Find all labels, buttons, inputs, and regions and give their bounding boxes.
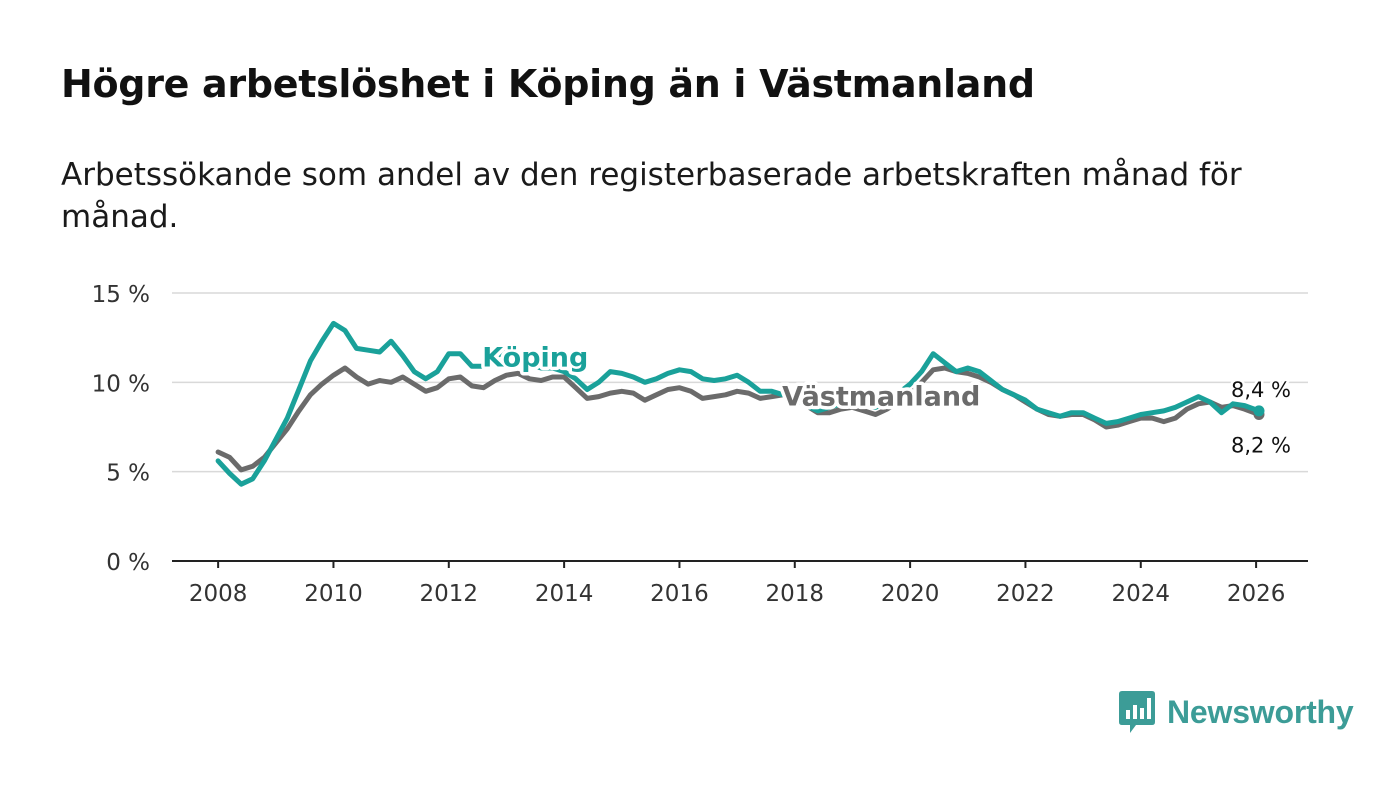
x-tick-label: 2016	[650, 581, 709, 607]
y-axis-ticks: 0 % 5 % 10 % 15 %	[92, 282, 150, 576]
x-tick-label: 2026	[1227, 581, 1286, 607]
x-tick-label: 2024	[1111, 581, 1170, 607]
x-tick-label: 2012	[420, 581, 479, 607]
x-axis-ticks: 2008 2010 2012 2014 2016 2018 2020 2022 2024 2026	[189, 561, 1286, 607]
chart-subtitle: Arbetssökande som andel av den registerb…	[61, 157, 1242, 235]
end-value-label-vastmanland: 8,2 %	[1231, 433, 1291, 457]
series-labels: Västmanland 8,2 % Köping 8,4 %	[479, 339, 1294, 460]
x-tick-label: 2022	[996, 581, 1055, 607]
x-tick-label: 2018	[766, 581, 825, 607]
gridlines	[172, 292, 1308, 562]
end-point-koping	[1253, 405, 1265, 417]
y-tick-label: 15 %	[92, 282, 150, 308]
series-label-koping: Köping	[482, 342, 588, 373]
chart-title: Högre arbetslöshet i Köping än i Västman…	[61, 62, 1035, 106]
series-line-koping	[215, 320, 1262, 487]
y-tick-label: 0 %	[106, 550, 150, 576]
brand-logo: Newsworthy	[1117, 690, 1354, 734]
y-tick-label: 5 %	[106, 461, 150, 487]
brand-name: Newsworthy	[1167, 693, 1354, 730]
series-label-vastmanland: Västmanland	[782, 382, 980, 413]
series-line-vastmanland	[215, 365, 1262, 473]
x-tick-label: 2008	[189, 581, 248, 607]
y-tick-label: 10 %	[92, 371, 150, 397]
x-tick-label: 2020	[881, 581, 940, 607]
x-tick-label: 2014	[535, 581, 594, 607]
end-value-label-koping: 8,4 %	[1231, 378, 1291, 402]
series-lines	[215, 320, 1265, 487]
x-tick-label: 2010	[304, 581, 363, 607]
newsworthy-logo-icon	[1119, 691, 1155, 733]
